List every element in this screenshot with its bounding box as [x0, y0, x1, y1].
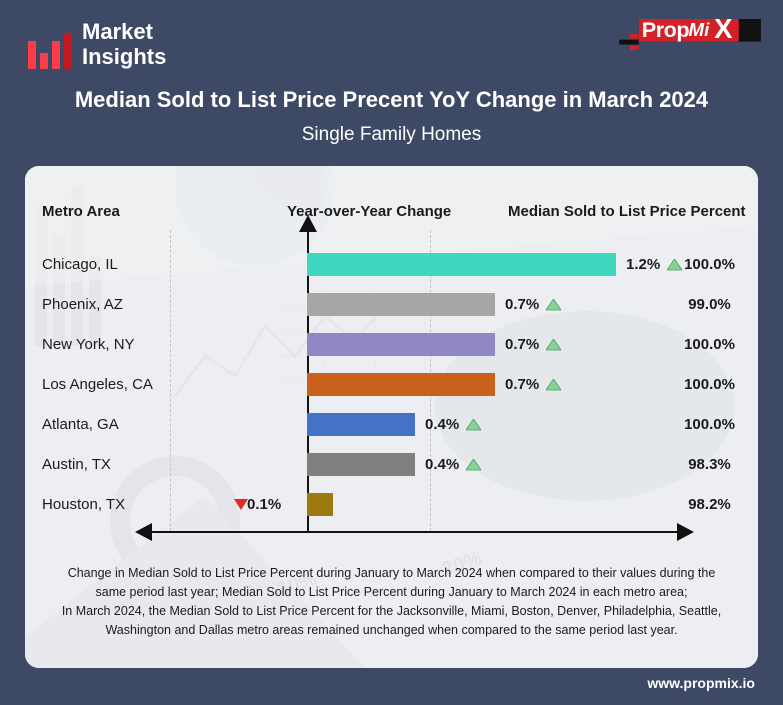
svg-text:Mi: Mi [689, 19, 711, 40]
svg-text:Prop: Prop [642, 17, 690, 42]
svg-text:X: X [714, 13, 733, 44]
